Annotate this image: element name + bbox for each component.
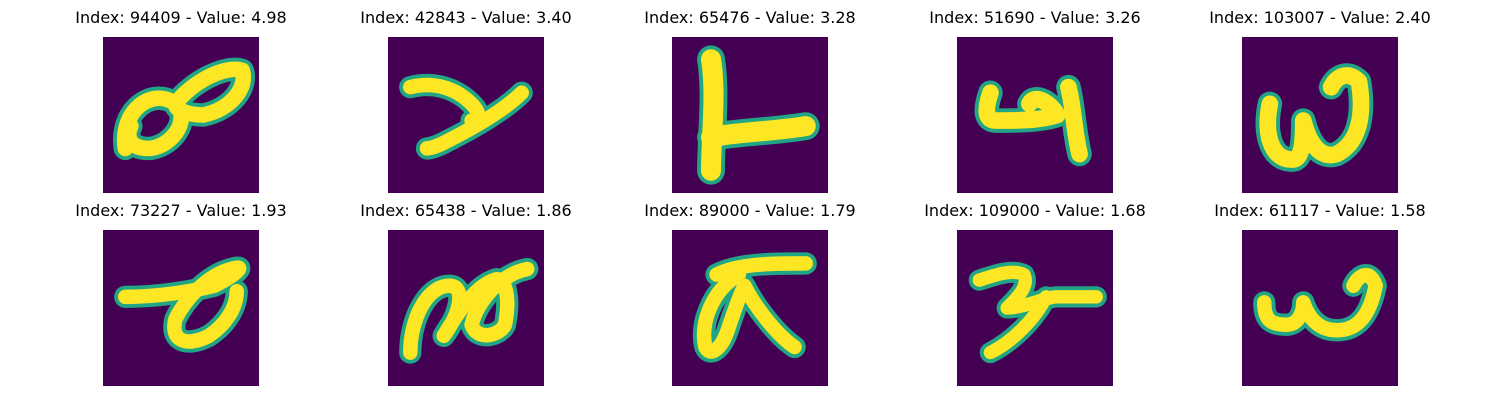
panel-title: Index: 109000 - Value: 1.68 (924, 201, 1146, 220)
digit-image (1242, 37, 1398, 193)
digit-image (957, 37, 1113, 193)
image-panel-2: Index: 42843 - Value: 3.40 (360, 8, 572, 196)
image-panel-7: Index: 65438 - Value: 1.86 (360, 201, 572, 389)
digit-image (672, 230, 828, 386)
panel-title: Index: 65438 - Value: 1.86 (360, 201, 572, 220)
panel-title: Index: 61117 - Value: 1.58 (1214, 201, 1426, 220)
digit-image (388, 37, 544, 193)
digit-image (388, 230, 544, 386)
image-panel-4: Index: 51690 - Value: 3.26 (929, 8, 1141, 196)
panel-title: Index: 65476 - Value: 3.28 (644, 8, 856, 27)
image-panel-9: Index: 109000 - Value: 1.68 (924, 201, 1146, 389)
digit-image (103, 230, 259, 386)
digit-image (1242, 230, 1398, 386)
digit-image (103, 37, 259, 193)
panel-title: Index: 73227 - Value: 1.93 (75, 201, 287, 220)
image-panel-10: Index: 61117 - Value: 1.58 (1214, 201, 1426, 389)
digit-image (672, 37, 828, 193)
panel-title: Index: 42843 - Value: 3.40 (360, 8, 572, 27)
panel-title: Index: 94409 - Value: 4.98 (75, 8, 287, 27)
panel-title: Index: 89000 - Value: 1.79 (644, 201, 856, 220)
panel-title: Index: 103007 - Value: 2.40 (1209, 8, 1431, 27)
image-panel-3: Index: 65476 - Value: 3.28 (644, 8, 856, 196)
image-panel-6: Index: 73227 - Value: 1.93 (75, 201, 287, 389)
image-panel-5: Index: 103007 - Value: 2.40 (1209, 8, 1431, 196)
panel-title: Index: 51690 - Value: 3.26 (929, 8, 1141, 27)
image-panel-8: Index: 89000 - Value: 1.79 (644, 201, 856, 389)
image-panel-1: Index: 94409 - Value: 4.98 (75, 8, 287, 196)
digit-image (957, 230, 1113, 386)
